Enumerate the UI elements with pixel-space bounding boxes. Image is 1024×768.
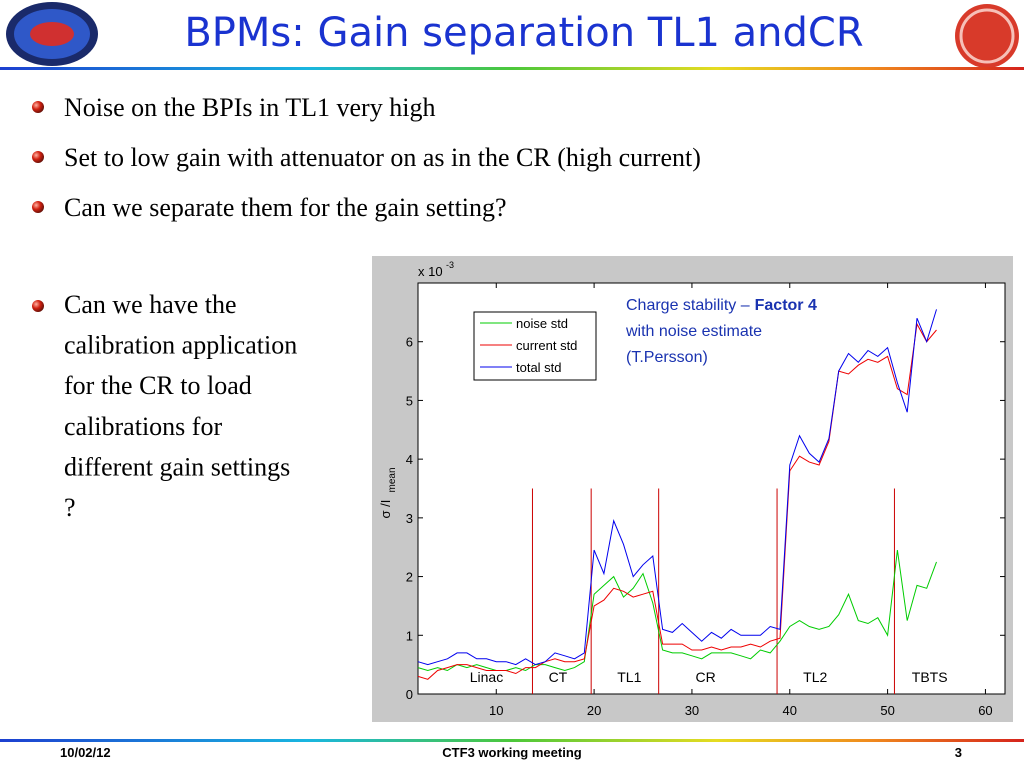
series-line <box>417 322 937 680</box>
y-axis-label: σ /I mean <box>378 467 398 518</box>
bullet-dot <box>32 201 44 213</box>
y-tick-label: 0 <box>406 687 413 702</box>
x-tick-label: 10 <box>489 703 503 718</box>
series-line <box>417 309 937 666</box>
x-tick-label: 30 <box>685 703 699 718</box>
page-number: 3 <box>955 745 962 760</box>
y-tick-label: 6 <box>406 335 413 350</box>
bullet-dot <box>32 101 44 113</box>
section-label: TL2 <box>803 669 827 685</box>
section-label: TBTS <box>912 669 948 685</box>
section-label: Linac <box>470 669 503 685</box>
x-tick-label: 50 <box>880 703 894 718</box>
legend-label: total std <box>516 360 562 375</box>
legend-label: current std <box>516 338 577 353</box>
bullet-dot <box>32 151 44 163</box>
bullet-text: Noise on the BPIs in TL1 very high <box>64 93 435 122</box>
section-label: CT <box>549 669 568 685</box>
section-label: CR <box>696 669 716 685</box>
y-tick-label: 3 <box>406 511 413 526</box>
x-tick-label: 20 <box>587 703 601 718</box>
bullet-text: different gain settings <box>64 452 290 481</box>
legend-label: noise std <box>516 316 568 331</box>
y-axis-label-sub: mean <box>387 467 398 492</box>
y-tick-label: 1 <box>406 628 413 643</box>
y-tick-label: 4 <box>406 452 413 467</box>
y-tick-label: 2 <box>406 570 413 585</box>
bullet-text: ? <box>64 493 76 522</box>
annotation-line: (T.Persson) <box>626 349 708 366</box>
bullet-text: calibration application <box>64 331 297 360</box>
footer-meeting: CTF3 working meeting <box>442 745 581 760</box>
y-axis-label-main: σ /I <box>378 500 393 519</box>
bullet-text: calibrations for <box>64 412 222 441</box>
ctf3-logo <box>6 2 98 66</box>
annotation-part: Factor 4 <box>755 297 817 314</box>
footer-rule <box>0 739 1024 742</box>
x-tick-label: 40 <box>783 703 797 718</box>
footer-date: 10/02/12 <box>60 745 111 760</box>
bullet-dot <box>32 300 44 312</box>
section-label: TL1 <box>617 669 641 685</box>
y-tick-label: 5 <box>406 393 413 408</box>
axes-box <box>417 282 1006 695</box>
title-rule <box>0 67 1024 70</box>
x-tick-label: 60 <box>978 703 992 718</box>
multiplier-exponent: -3 <box>446 260 454 270</box>
multiplier: x 10 <box>418 264 443 279</box>
slide-title: BPMs: Gain separation TL1 andCR <box>184 10 863 56</box>
annotation-line: with noise estimate <box>625 323 762 340</box>
bullet-text: Can we have the <box>64 290 237 319</box>
annotation-part: Charge stability – <box>626 297 750 314</box>
bullet-text: Set to low gain with attenuator on as in… <box>64 143 701 172</box>
clic-logo <box>955 4 1019 68</box>
bullet-text: for the CR to load <box>64 371 252 400</box>
annotation: Charge stability – Factor 4 <box>626 297 817 314</box>
bullet-text: Can we separate them for the gain settin… <box>64 193 507 222</box>
